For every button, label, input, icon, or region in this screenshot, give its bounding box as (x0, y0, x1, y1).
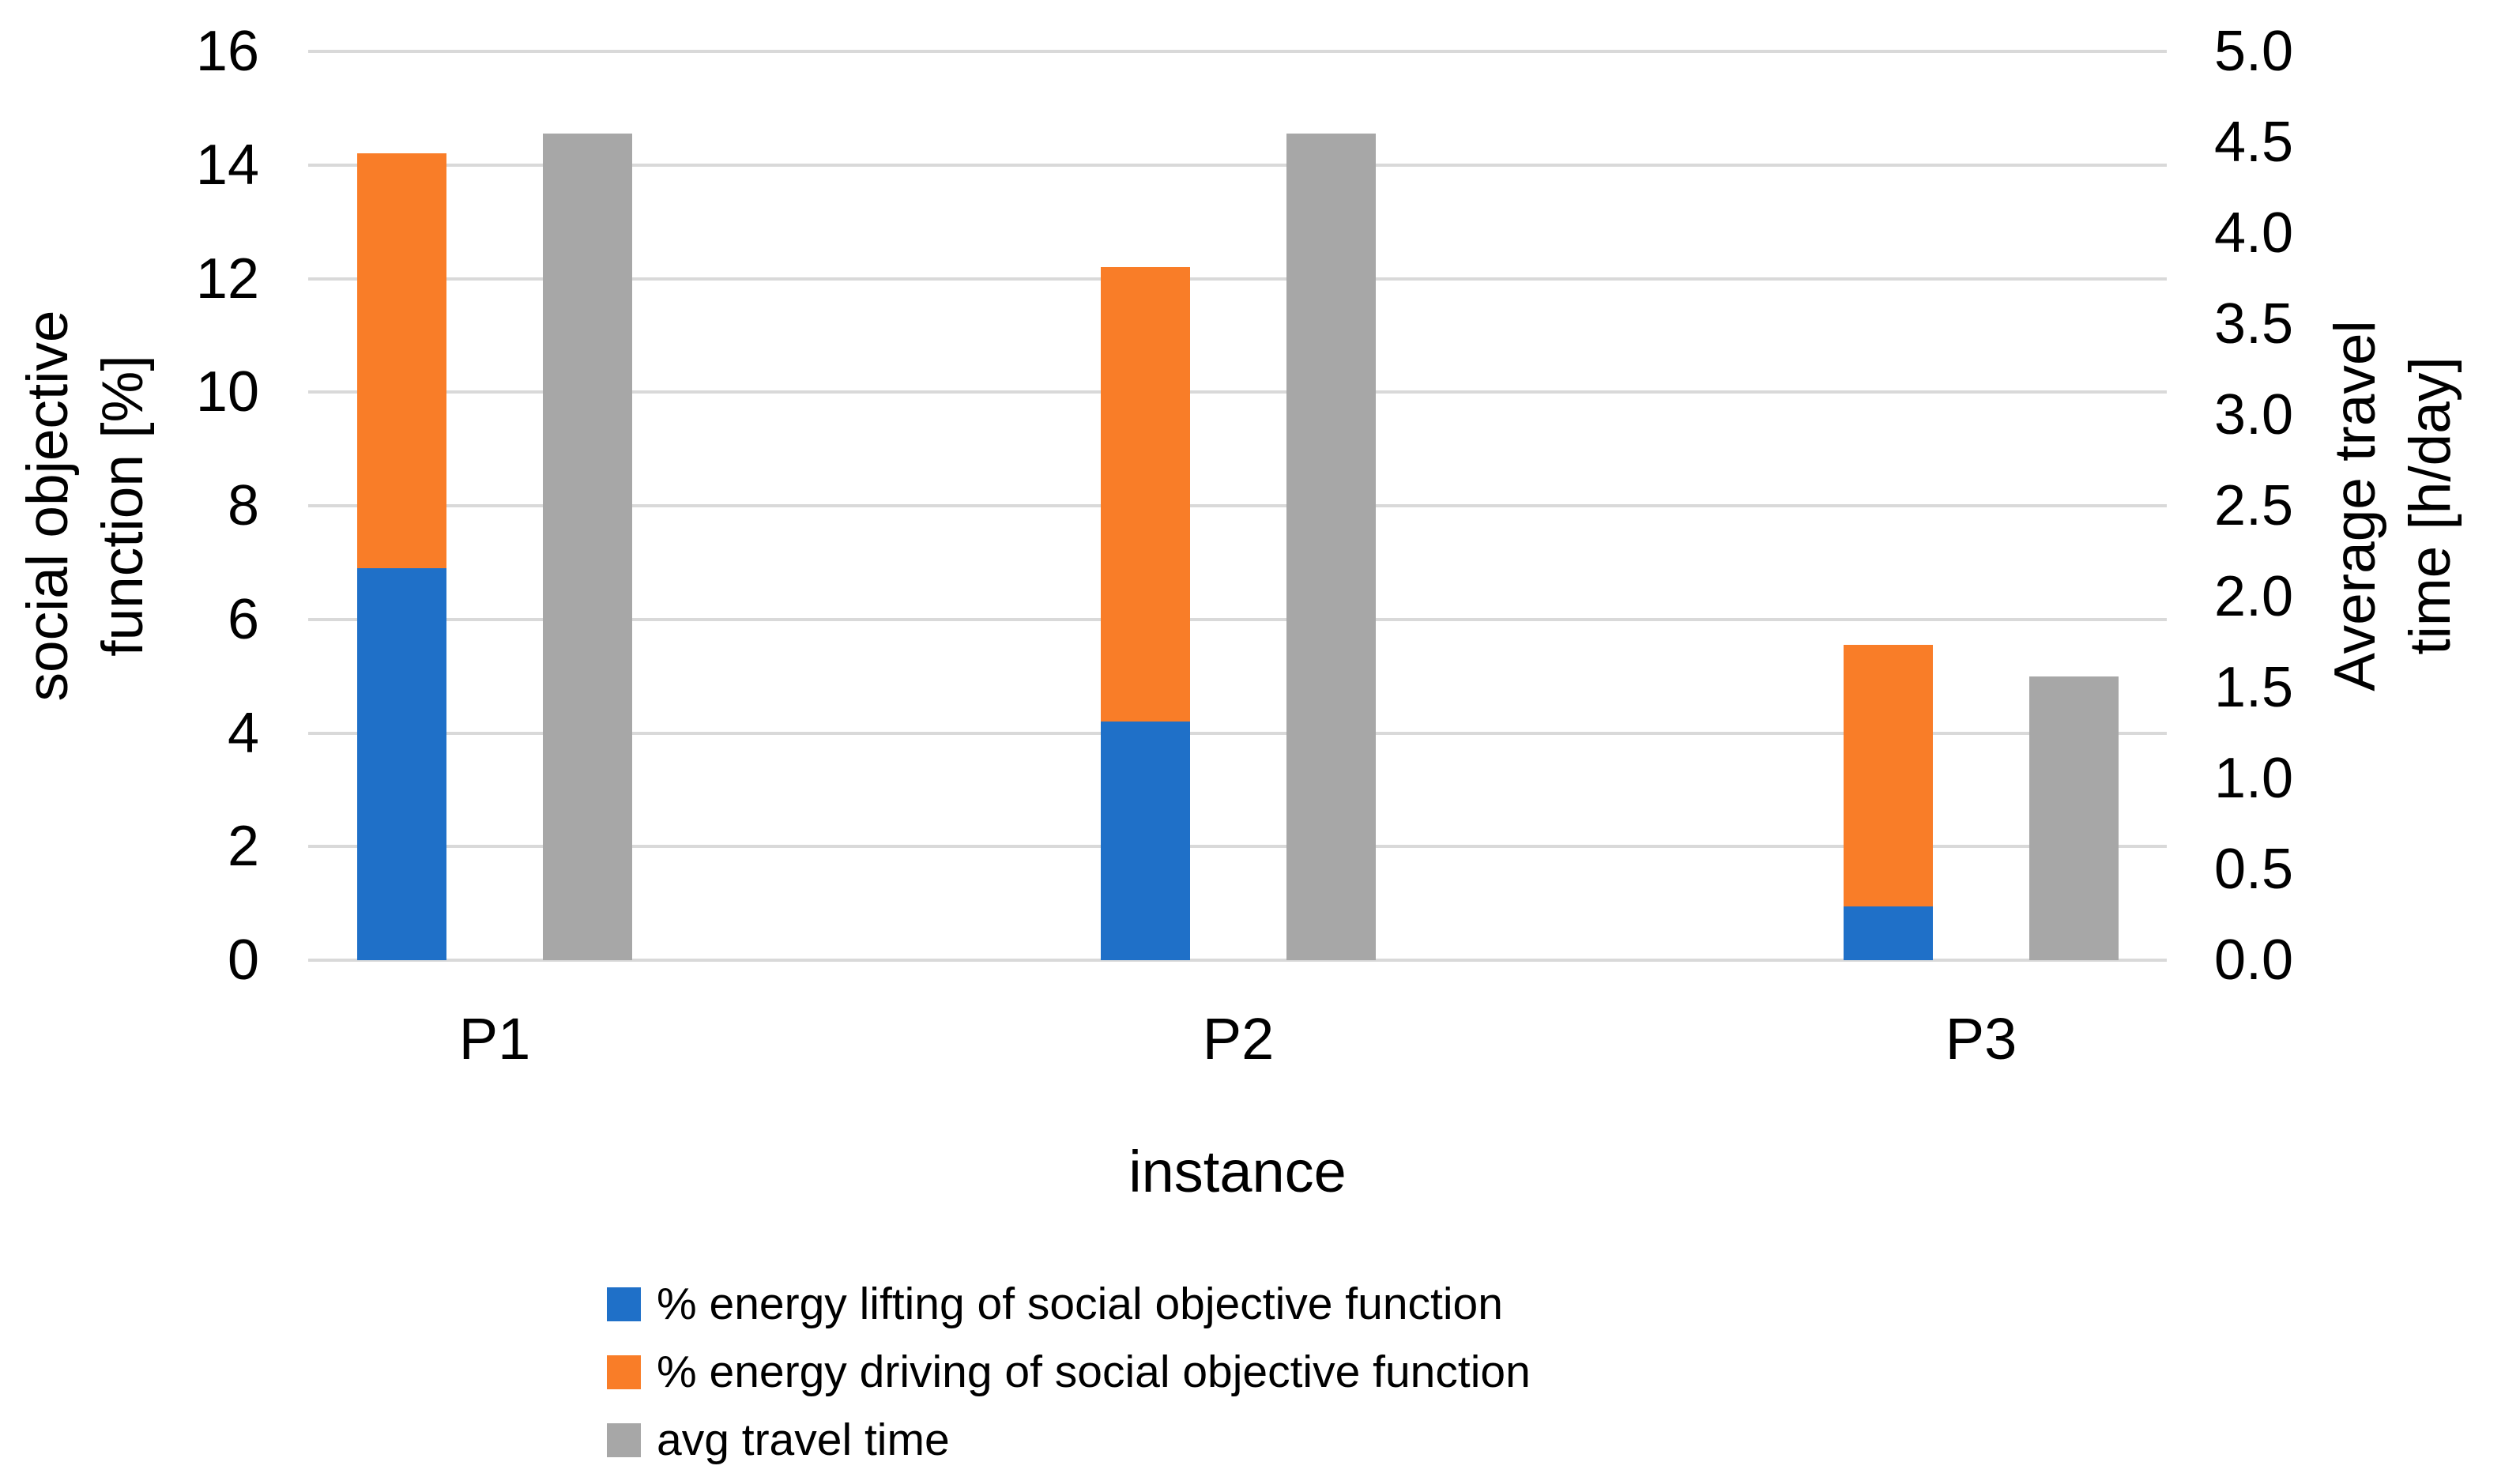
legend-label: % energy driving of social objective fun… (657, 1347, 1531, 1397)
right-axis-tick: 4.0 (2214, 202, 2294, 265)
left-axis-tick: 0 (227, 929, 259, 992)
right-axis-tick: 5.0 (2214, 20, 2294, 83)
right-axis-tick: 3.5 (2214, 292, 2294, 356)
gridline (308, 959, 2167, 962)
gridline (308, 50, 2167, 53)
gridline (308, 390, 2167, 394)
gridline (308, 163, 2167, 167)
legend-swatch-icon (607, 1355, 641, 1389)
bar-avg-travel-time-P1 (543, 133, 632, 960)
right-axis-title: Average travel time [h/day] (2318, 320, 2468, 691)
x-tick-P2: P2 (1202, 1006, 1275, 1072)
bar-energy-driving-P2 (1101, 267, 1190, 722)
left-axis-tick: 8 (227, 474, 259, 537)
gridline (308, 277, 2167, 281)
left-axis-tick: 12 (195, 247, 259, 311)
x-tick-P1: P1 (458, 1006, 531, 1072)
legend-swatch-icon (607, 1287, 641, 1321)
left-axis-tick: 6 (227, 587, 259, 651)
right-axis-tick: 1.0 (2214, 747, 2294, 810)
right-axis-tick: 2.0 (2214, 565, 2294, 628)
right-axis-tick: 0.5 (2214, 838, 2294, 901)
bar-energy-lifting-P2 (1101, 722, 1190, 960)
plot-area (308, 50, 2167, 962)
right-axis-tick: 4.5 (2214, 111, 2294, 174)
right-axis-tick: 0.0 (2214, 929, 2294, 992)
legend-item: % energy lifting of social objective fun… (607, 1281, 1503, 1327)
bar-energy-driving-P1 (357, 153, 446, 569)
left-axis-tick: 10 (195, 360, 259, 424)
left-axis-tick: 2 (227, 815, 259, 879)
right-axis-tick: 3.0 (2214, 383, 2294, 446)
right-axis-tick: 2.5 (2214, 474, 2294, 537)
right-axis-title-line2: time [h/day] (2398, 356, 2462, 655)
legend-swatch-icon (607, 1422, 641, 1457)
legend-item: avg travel time (607, 1417, 950, 1463)
bar-energy-lifting-P1 (357, 568, 446, 960)
legend-label: % energy lifting of social objective fun… (657, 1279, 1503, 1329)
bar-energy-driving-P3 (1844, 645, 1933, 906)
gridline (308, 731, 2167, 735)
left-axis-tick: 14 (195, 133, 259, 197)
legend-label: avg travel time (657, 1415, 950, 1465)
bar-energy-lifting-P3 (1844, 906, 1933, 960)
x-tick-P3: P3 (1945, 1006, 2017, 1072)
right-axis-title-line1: Average travel (2323, 320, 2387, 691)
gridline (308, 845, 2167, 849)
legend-item: % energy driving of social objective fun… (607, 1349, 1531, 1395)
right-axis-tick: 1.5 (2214, 656, 2294, 719)
left-axis-tick: 16 (195, 20, 259, 83)
bar-avg-travel-time-P3 (2029, 676, 2119, 960)
gridline (308, 504, 2167, 507)
left-axis-tick: 4 (227, 701, 259, 765)
x-axis-title: instance (1128, 1139, 1347, 1204)
bar-avg-travel-time-P2 (1286, 133, 1376, 960)
gridline (308, 617, 2167, 621)
